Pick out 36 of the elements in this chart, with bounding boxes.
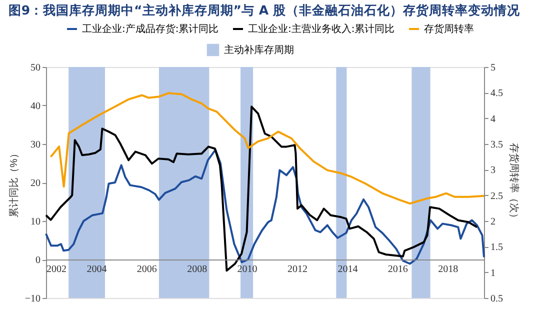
y2-tick-label: 2	[490, 216, 496, 228]
x-tick-label: 2008	[187, 264, 208, 275]
y-tick-label: 40	[30, 101, 40, 112]
legend-label: 存货周转率	[424, 23, 474, 35]
x-tick-label: 2018	[438, 264, 458, 275]
x-tick-label: 2016	[388, 264, 408, 275]
legend-label: 工业企业:产成品存货:累计同比	[82, 23, 219, 35]
y2-tick-label: 0.5	[490, 294, 503, 304]
y-axis-title: 累计同比（%）	[8, 148, 20, 218]
x-tick-label: 2004	[86, 264, 107, 275]
y-tick-label: −10	[24, 294, 40, 304]
chart-title: 图9：我国库存周期中“主动补库存周期”与 A 股（非金融石油石化）存货周转率变动情况	[8, 2, 521, 18]
y2-tick-label: 2.5	[490, 190, 503, 202]
x-tick-label: 2014	[338, 264, 358, 275]
line-series	[45, 106, 478, 272]
y-tick-label: 30	[30, 140, 40, 150]
y2-tick-label: 5	[490, 62, 496, 74]
line-series	[50, 92, 485, 205]
y2-tick-label: 1	[490, 268, 496, 279]
y-tick-label: 50	[30, 62, 40, 74]
x-tick-label: 2006	[136, 264, 157, 275]
y2-axis-title: 存货周转率（次）	[508, 143, 520, 223]
x-tick-label: 2002	[46, 264, 66, 275]
y-tick-label: 20	[30, 178, 40, 189]
y2-tick-label: 1.5	[490, 242, 503, 254]
y-tick-label: 10	[30, 216, 40, 228]
legend-label: 主动补库存周期	[224, 44, 294, 56]
x-tick-label: 2012	[288, 264, 308, 275]
y2-tick-label: 3	[490, 165, 496, 176]
line-series	[45, 148, 485, 265]
x-tick-label: 2010	[237, 264, 258, 275]
legend-label: 工业企业:主营业务收入:累计同比	[248, 23, 395, 35]
y2-tick-label: 4	[490, 114, 496, 125]
y2-tick-label: 3.5	[490, 140, 503, 150]
y2-tick-label: 4.5	[490, 88, 503, 100]
y-tick-label: 0	[36, 255, 40, 266]
